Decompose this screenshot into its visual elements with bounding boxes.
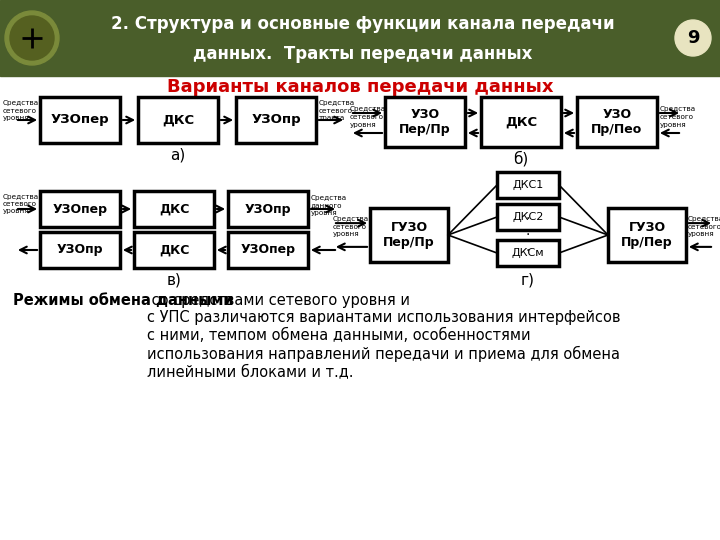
Bar bbox=[481, 97, 561, 147]
Bar bbox=[138, 97, 218, 143]
Text: 2. Структура и основные функции канала передачи: 2. Структура и основные функции канала п… bbox=[111, 15, 615, 33]
Bar bbox=[370, 208, 448, 262]
Text: со средствами сетевого уровня и
с УПС различаются вариантами использования интер: со средствами сетевого уровня и с УПС ра… bbox=[148, 293, 621, 379]
Text: Средства
сетевого
уровня: Средства сетевого уровня bbox=[333, 217, 369, 238]
Text: Средства
сетевого
уровня: Средства сетевого уровня bbox=[350, 106, 386, 127]
Text: ДКС: ДКС bbox=[162, 113, 194, 126]
Text: ДКС: ДКС bbox=[159, 244, 189, 256]
Bar bbox=[0, 0, 720, 76]
Text: ДКС: ДКС bbox=[159, 202, 189, 215]
Bar bbox=[40, 97, 120, 143]
Text: 9: 9 bbox=[687, 29, 699, 47]
Text: Средства
данного
уровня: Средства данного уровня bbox=[311, 195, 347, 216]
Text: Средства
сетевого
уровня: Средства сетевого уровня bbox=[688, 217, 720, 238]
Bar bbox=[608, 208, 686, 262]
Text: Варианты каналов передачи данных: Варианты каналов передачи данных bbox=[167, 78, 553, 96]
Bar bbox=[497, 204, 559, 230]
Text: в): в) bbox=[166, 273, 181, 287]
Circle shape bbox=[675, 20, 711, 56]
Text: УЗОпр: УЗОпр bbox=[245, 202, 292, 215]
Bar bbox=[228, 191, 308, 227]
Bar bbox=[40, 191, 120, 227]
Bar bbox=[134, 232, 214, 268]
Bar bbox=[236, 97, 316, 143]
Text: ДКС: ДКС bbox=[505, 116, 537, 129]
Text: г): г) bbox=[521, 273, 535, 287]
Text: ДКСм: ДКСм bbox=[512, 248, 544, 258]
Bar bbox=[228, 232, 308, 268]
Text: УЗОпер: УЗОпер bbox=[53, 202, 107, 215]
Text: УЗОпр: УЗОпр bbox=[251, 113, 301, 126]
Text: УЗОпр: УЗОпр bbox=[57, 244, 103, 256]
Text: Средства
сетевого
уровня: Средства сетевого уровня bbox=[3, 193, 39, 214]
Text: УЗОпер: УЗОпер bbox=[50, 113, 109, 126]
Text: Средства
сетевого
уровня: Средства сетевого уровня bbox=[660, 106, 696, 127]
Text: Средства
сетевого
уровня: Средства сетевого уровня bbox=[3, 100, 39, 122]
Text: УЗОпер: УЗОпер bbox=[240, 244, 295, 256]
Bar bbox=[385, 97, 465, 147]
Text: данных.  Тракты передачи данных: данных. Тракты передачи данных bbox=[193, 45, 533, 63]
Bar bbox=[497, 172, 559, 198]
Text: б): б) bbox=[513, 151, 528, 167]
Bar bbox=[134, 191, 214, 227]
Text: ДКС2: ДКС2 bbox=[513, 212, 544, 222]
Text: ГУЗО
Пр/Пер: ГУЗО Пр/Пер bbox=[621, 221, 672, 249]
Text: ДКС1: ДКС1 bbox=[513, 180, 544, 190]
Bar bbox=[577, 97, 657, 147]
Circle shape bbox=[5, 11, 59, 65]
Text: УЗО
Пер/Пр: УЗО Пер/Пр bbox=[399, 108, 451, 136]
Bar bbox=[40, 232, 120, 268]
Text: ГУЗО
Пер/Пр: ГУЗО Пер/Пр bbox=[383, 221, 435, 249]
Text: а): а) bbox=[171, 147, 186, 163]
Text: Средства
сетевого
тракта: Средства сетевого тракта bbox=[319, 100, 355, 122]
Text: УЗО
Пр/Пео: УЗО Пр/Пео bbox=[591, 108, 643, 136]
Bar bbox=[497, 240, 559, 266]
Text: Режимы обмена данными: Режимы обмена данными bbox=[13, 293, 233, 308]
Circle shape bbox=[10, 16, 54, 60]
Text: ·
·
·: · · · bbox=[526, 212, 530, 258]
